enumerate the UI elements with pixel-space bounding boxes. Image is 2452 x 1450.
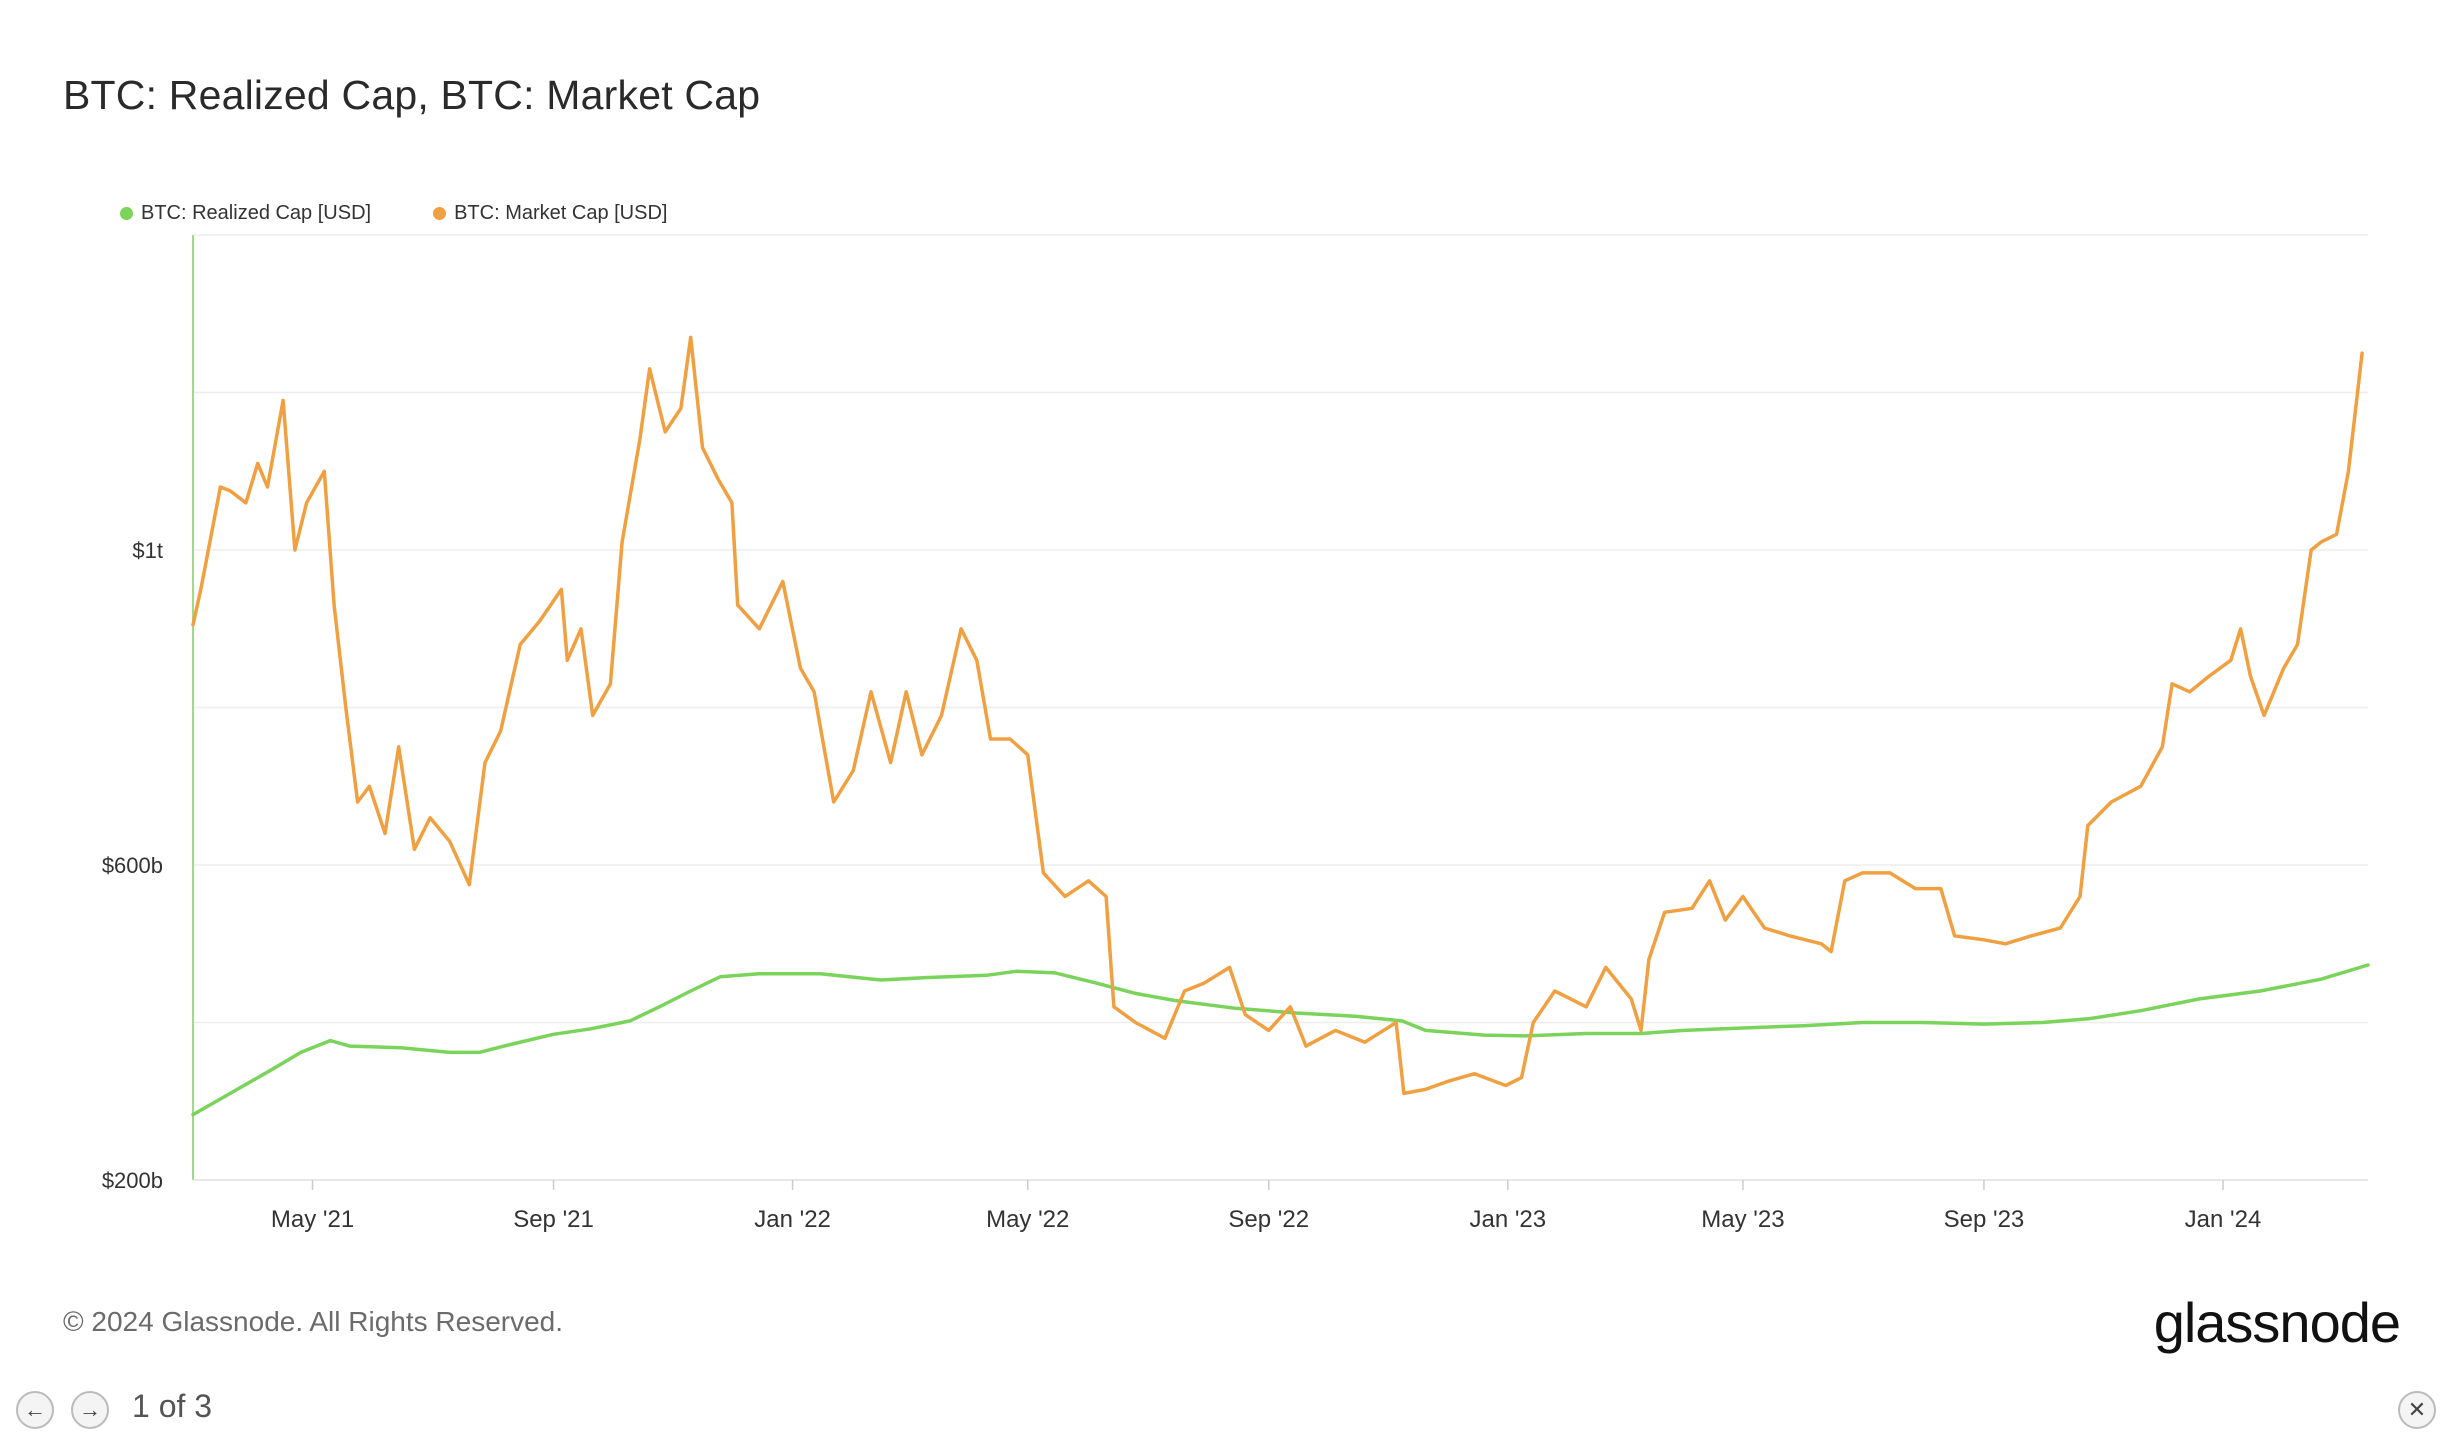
copyright-notice: © 2024 Glassnode. All Rights Reserved. bbox=[63, 1306, 564, 1337]
legend-item-realized-cap[interactable]: BTC: Realized Cap [USD] bbox=[120, 202, 371, 225]
close-button[interactable]: ✕ bbox=[2398, 1391, 2436, 1429]
legend-label-realized-cap: BTC: Realized Cap [USD] bbox=[141, 202, 372, 224]
chart-title: BTC: Realized Cap, BTC: Market Cap bbox=[63, 72, 761, 118]
x-tick-label: Sep '21 bbox=[513, 1206, 594, 1233]
close-icon: ✕ bbox=[2407, 1397, 2427, 1422]
x-tick-label: May '22 bbox=[986, 1206, 1069, 1233]
x-tick-label: Sep '22 bbox=[1228, 1206, 1309, 1233]
arrow-right-icon: → bbox=[79, 1397, 101, 1422]
legend-label-market-cap: BTC: Market Cap [USD] bbox=[454, 202, 668, 224]
x-tick-label: Jan '22 bbox=[754, 1206, 831, 1233]
legend-item-market-cap[interactable]: BTC: Market Cap [USD] bbox=[433, 202, 667, 225]
x-tick-label: May '21 bbox=[271, 1206, 354, 1233]
legend-dot-realized-cap bbox=[120, 207, 133, 220]
y-tick-label: $200b bbox=[102, 1168, 163, 1193]
pager-text: 1 of 3 bbox=[132, 1388, 213, 1424]
y-tick-label: $600b bbox=[102, 853, 163, 878]
x-tick-label: May '23 bbox=[1701, 1206, 1784, 1233]
y-tick-label: $1t bbox=[132, 538, 163, 563]
arrow-left-icon: ← bbox=[24, 1397, 46, 1422]
series-line-market-cap bbox=[191, 335, 2364, 1096]
x-tick-label: Jan '23 bbox=[1469, 1206, 1546, 1233]
brand-logo: glassnode bbox=[2153, 1291, 2401, 1354]
legend: BTC: Realized Cap [USD] BTC: Market Cap … bbox=[120, 202, 667, 225]
prev-button[interactable]: ← bbox=[16, 1391, 54, 1429]
legend-dot-market-cap bbox=[433, 207, 447, 220]
x-tick-label: Jan '24 bbox=[2185, 1206, 2262, 1233]
series-line-realized-cap bbox=[191, 963, 2370, 1117]
next-button[interactable]: → bbox=[71, 1391, 109, 1429]
x-tick-label: Sep '23 bbox=[1944, 1206, 2025, 1233]
